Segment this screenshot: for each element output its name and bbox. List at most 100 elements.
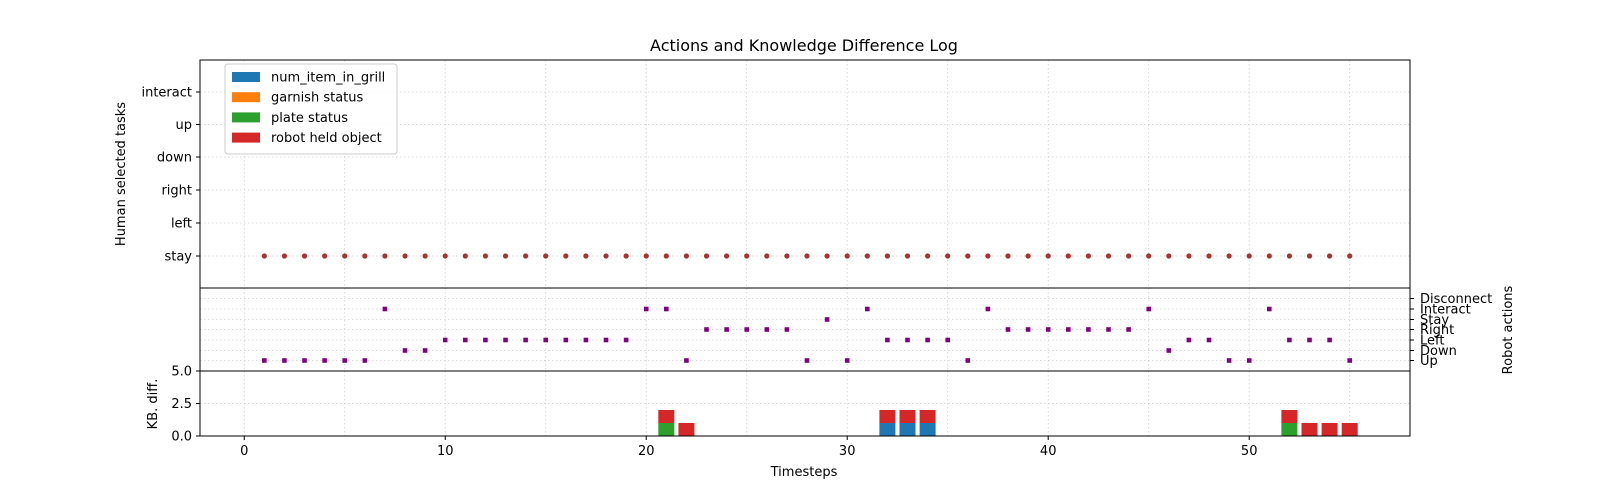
human-task-point [1206, 253, 1212, 259]
robot-action-point [523, 337, 528, 343]
human-task-point [362, 253, 368, 259]
human-task-point [1327, 253, 1333, 259]
robot-action-point [422, 348, 428, 353]
human-task-point [683, 253, 690, 259]
kb-diff-bar [1341, 423, 1358, 436]
robot-action-point [885, 337, 890, 343]
x-tick-label: 30 [839, 444, 856, 459]
human-task-point [322, 253, 328, 259]
human-task-point [724, 253, 730, 259]
human-task-point [864, 253, 870, 259]
human-task-point [502, 253, 509, 259]
robot-action-point [925, 337, 930, 343]
human-task-point [563, 253, 569, 259]
kb-y-tick-label: 5.0 [171, 365, 192, 380]
human-task-point [764, 253, 770, 259]
human-task-point [543, 253, 549, 259]
robot-action-point [945, 337, 951, 343]
robot-action-point [1246, 358, 1252, 363]
human-task-point [382, 253, 388, 259]
legend-label: robot held object [271, 131, 382, 146]
x-axis-label: Timesteps [770, 465, 838, 480]
robot-action-point [483, 337, 488, 343]
human-task-point [904, 253, 911, 259]
human-task-point [884, 253, 891, 259]
human-task-point [1105, 253, 1112, 259]
human-y-tick-label: right [161, 184, 192, 199]
robot-y-tick-label: Up [1420, 354, 1438, 369]
robot-y-tick-label: Interact [1420, 303, 1471, 318]
robot-action-point [1045, 327, 1051, 332]
markers-layer [261, 253, 1353, 363]
human-task-point [945, 253, 951, 259]
kb-diff-bar [1321, 423, 1338, 436]
kb-diff-bar [919, 423, 936, 436]
robot-action-point [985, 306, 991, 312]
human-task-point [583, 253, 589, 259]
robot-action-point [1327, 337, 1332, 343]
human-task-point [261, 253, 267, 259]
robot-action-point [1146, 306, 1152, 312]
kb-diff-bar [899, 423, 916, 436]
robot-action-point [865, 306, 870, 312]
robot-action-point [362, 358, 368, 363]
human-task-point [1146, 253, 1152, 259]
human-task-point [523, 253, 529, 259]
robot-action-point [1226, 358, 1232, 363]
legend-label: num_item_in_grill [271, 71, 385, 86]
human-task-point [784, 253, 790, 259]
human-task-point [422, 253, 428, 259]
robot-action-point [302, 358, 307, 363]
legend-label: plate status [271, 111, 348, 126]
robot-action-point [1287, 337, 1292, 343]
robot-action-point [402, 348, 408, 353]
human-task-point [1186, 253, 1192, 259]
robot-action-point [463, 337, 468, 343]
human-task-point [342, 253, 348, 259]
kb-diff-bar [1281, 410, 1298, 423]
x-tick-label: 50 [1241, 444, 1258, 459]
robot-y-tick-label: Left [1420, 334, 1444, 349]
robot-action-point [1005, 327, 1011, 332]
human-task-point [1065, 253, 1071, 259]
robot-y-tick-label: Disconnect [1420, 292, 1492, 307]
kb-diff-bar [658, 410, 675, 423]
x-tick-label: 20 [638, 444, 655, 459]
robot-action-point [442, 337, 448, 343]
robot-action-point [844, 358, 850, 363]
human-task-point [1025, 253, 1031, 259]
human-task-point [603, 253, 609, 259]
human-task-point [965, 253, 971, 259]
human-task-point [1085, 253, 1092, 259]
robot-action-point [643, 306, 649, 312]
kb-y-tick-label: 0.0 [171, 430, 192, 445]
robot-action-point [1025, 327, 1031, 332]
human-task-point [1246, 253, 1252, 259]
robot-action-point [262, 358, 267, 363]
human-task-point [442, 253, 448, 259]
human-task-point [985, 253, 991, 259]
robot-action-point [824, 317, 830, 322]
x-tick-label: 40 [1040, 444, 1057, 459]
kb-diff-bar [899, 410, 916, 423]
robot-action-point [1066, 327, 1071, 332]
robot-action-point [1206, 337, 1212, 343]
human-task-point [1286, 253, 1293, 259]
robot-action-point [724, 327, 729, 332]
human-task-point [1045, 253, 1051, 259]
legend-label: garnish status [271, 91, 364, 106]
robot-action-point [744, 327, 750, 332]
robot-action-point [1307, 337, 1312, 343]
robot-action-point [784, 327, 790, 332]
kb-diff-bar [658, 423, 675, 436]
human-task-point [301, 253, 308, 259]
kb-diff-bar [678, 423, 695, 436]
human-y-tick-label: up [176, 118, 193, 133]
robot-action-point [382, 306, 388, 312]
human-task-point [643, 253, 649, 259]
legend-swatch [232, 112, 260, 123]
robot-action-point [322, 358, 327, 363]
robot-action-point [1106, 327, 1111, 332]
